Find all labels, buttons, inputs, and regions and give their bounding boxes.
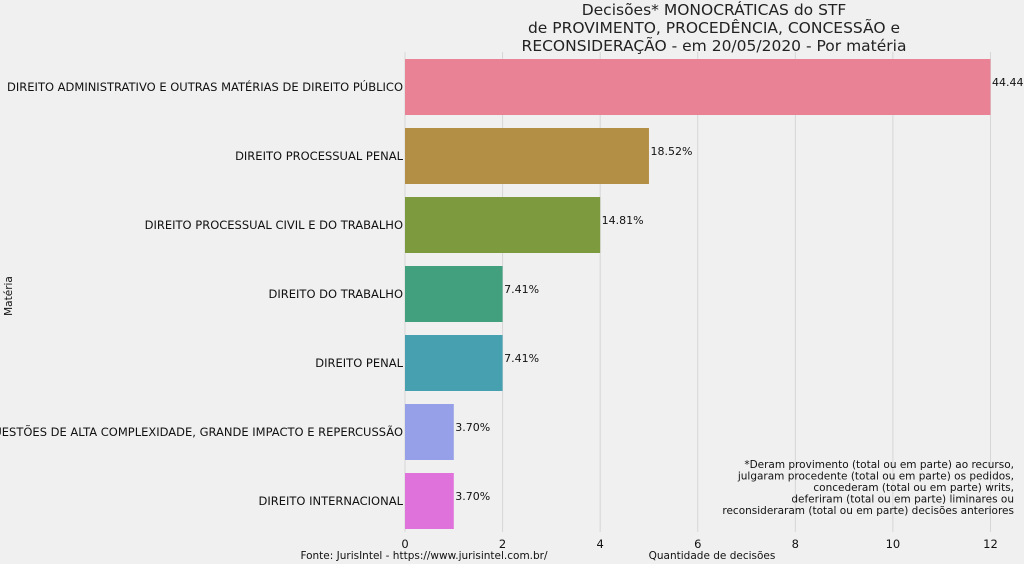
bar: [405, 128, 649, 184]
x-tick-label: 10: [886, 537, 901, 551]
bars: [405, 59, 991, 529]
footnote-line: julgaram procedente (total ou em parte) …: [737, 471, 1014, 483]
value-label: 3.70%: [455, 421, 490, 434]
footnote-line: concederam (total ou em parte) writs,: [813, 482, 1014, 494]
bar: [405, 59, 991, 115]
title-line: RECONSIDERAÇÃO - em 20/05/2020 - Por mat…: [522, 36, 907, 55]
x-tick-label: 2: [499, 537, 506, 551]
category-label: QUESTÕES DE ALTA COMPLEXIDADE, GRANDE IM…: [0, 424, 403, 439]
value-label: 7.41%: [504, 283, 539, 296]
category-label: DIREITO INTERNACIONAL: [258, 494, 403, 508]
bar: [405, 404, 454, 460]
x-tick-label: 8: [792, 537, 799, 551]
x-tick-labels: 0 2 4 6 8 10 12: [401, 537, 997, 551]
x-tick-label: 12: [983, 537, 998, 551]
footnote-line: reconsideraram (total ou em parte) decis…: [722, 505, 1014, 517]
x-tick-label: 0: [401, 537, 408, 551]
bar: [405, 266, 503, 322]
x-axis-label: Quantidade de decisões: [649, 550, 776, 562]
category-label: DIREITO PROCESSUAL CIVIL E DO TRABALHO: [145, 218, 403, 232]
y-axis-label: Matéria: [3, 276, 15, 316]
category-label: DIREITO ADMINISTRATIVO E OUTRAS MATÉRIAS…: [7, 79, 403, 94]
x-tick-label: 4: [597, 537, 604, 551]
source-note: Fonte: JurisIntel - https://www.jurisint…: [300, 550, 548, 562]
percent-labels: 44.44% 18.52% 14.81% 7.41% 7.41% 3.70% 3.70%: [455, 76, 1024, 503]
title-line: de PROVIMENTO, PROCEDÊNCIA, CONCESSÃO e: [528, 18, 900, 37]
bar: [405, 197, 601, 253]
value-label: 14.81%: [602, 214, 644, 227]
footnote: *Deram provimento (total ou em parte) ao…: [722, 459, 1014, 517]
value-label: 3.70%: [455, 490, 490, 503]
value-label: 7.41%: [504, 352, 539, 365]
category-label: DIREITO DO TRABALHO: [269, 287, 403, 301]
value-label: 18.52%: [650, 145, 692, 158]
footnote-line: deferiram (total ou em parte) liminares …: [791, 494, 1014, 506]
x-tick-label: 6: [694, 537, 701, 551]
value-label: 44.44%: [992, 76, 1024, 89]
category-labels: DIREITO ADMINISTRATIVO E OUTRAS MATÉRIAS…: [0, 79, 404, 508]
footnote-line: *Deram provimento (total ou em parte) ao…: [744, 459, 1014, 471]
title-line: Decisões* MONOCRÁTICAS do STF: [582, 0, 847, 19]
bar: [405, 335, 503, 391]
bar: [405, 473, 454, 529]
category-label: DIREITO PROCESSUAL PENAL: [235, 149, 404, 163]
category-label: DIREITO PENAL: [315, 356, 403, 370]
